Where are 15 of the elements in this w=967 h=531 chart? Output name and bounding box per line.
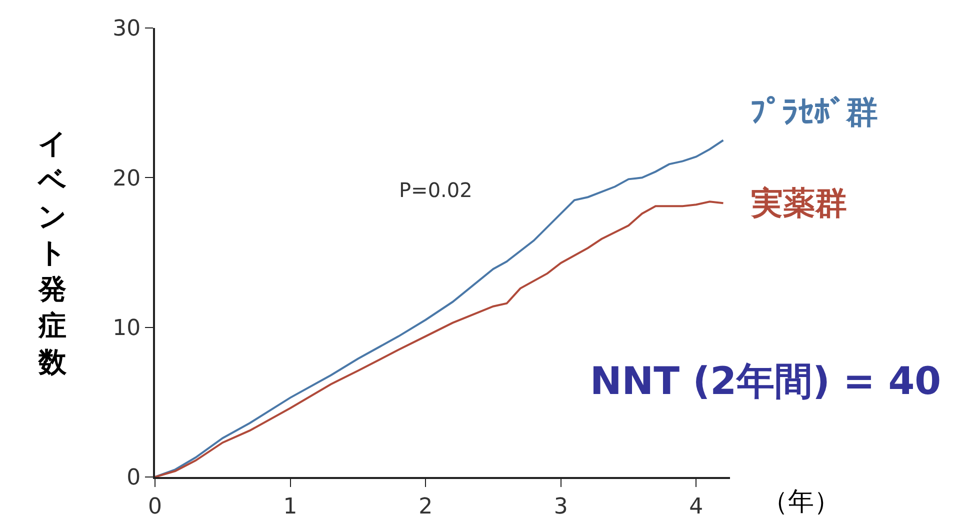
x-tick-label: 4 [689, 494, 704, 520]
y-tick-label: 0 [126, 466, 141, 491]
y-axis-title: イベント発症数 [37, 127, 68, 378]
x-axis-title: （年） [762, 487, 840, 517]
x-tick-label: 2 [418, 494, 433, 520]
y-tick-label: 20 [112, 166, 141, 192]
y-tick-label: 10 [112, 316, 141, 342]
y-tick-label: 30 [112, 16, 141, 42]
x-tick-label: 0 [148, 494, 162, 520]
annotation: P=0.02 [399, 178, 472, 202]
annotation: NNT (2年間) = 40 [590, 359, 942, 403]
series-label: ﾌﾟﾗｾﾎﾞ群 [750, 93, 878, 131]
series-label: 実薬群 [750, 184, 847, 222]
x-tick-label: 1 [283, 494, 298, 520]
x-tick-label: 3 [554, 494, 568, 520]
